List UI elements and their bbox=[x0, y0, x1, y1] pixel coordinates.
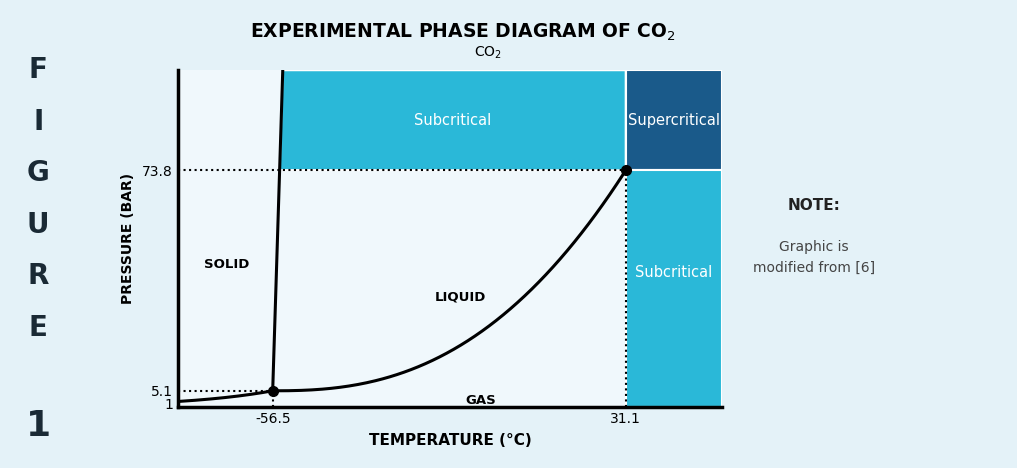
Text: CO$_2$: CO$_2$ bbox=[474, 44, 502, 60]
Text: Subcritical: Subcritical bbox=[414, 113, 491, 128]
Bar bbox=[625, 70, 722, 170]
Bar bbox=[625, 170, 722, 407]
Polygon shape bbox=[280, 70, 625, 170]
Text: Subcritical: Subcritical bbox=[636, 265, 713, 280]
Y-axis label: PRESSURE (BAR): PRESSURE (BAR) bbox=[121, 173, 135, 304]
Text: E: E bbox=[28, 314, 48, 342]
Text: I: I bbox=[33, 108, 44, 136]
Text: G: G bbox=[26, 159, 50, 187]
Text: LIQUID: LIQUID bbox=[434, 290, 486, 303]
Text: Supercritical: Supercritical bbox=[627, 113, 720, 128]
Text: 1: 1 bbox=[25, 409, 51, 443]
Text: NOTE:: NOTE: bbox=[787, 198, 840, 213]
Text: EXPERIMENTAL PHASE DIAGRAM OF CO$_2$: EXPERIMENTAL PHASE DIAGRAM OF CO$_2$ bbox=[250, 22, 675, 44]
X-axis label: TEMPERATURE (°C): TEMPERATURE (°C) bbox=[368, 433, 532, 448]
Text: SOLID: SOLID bbox=[203, 258, 249, 271]
Text: Graphic is
modified from [6]: Graphic is modified from [6] bbox=[753, 240, 875, 275]
Text: U: U bbox=[26, 211, 50, 239]
Text: R: R bbox=[27, 262, 49, 290]
Text: F: F bbox=[28, 56, 48, 84]
Text: GAS: GAS bbox=[465, 394, 495, 407]
